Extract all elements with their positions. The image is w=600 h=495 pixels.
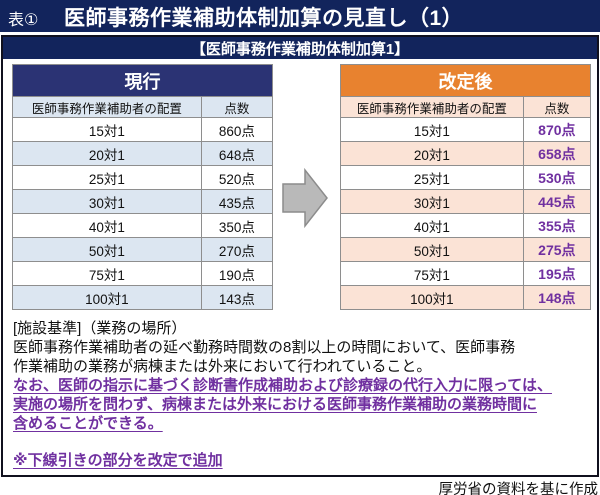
revision-footnote: ※下線引きの部分を改定で追加 <box>13 452 223 469</box>
ratio-cell: 30対1 <box>12 189 202 214</box>
criteria-body-line: 作業補助の業務が病棟または外来において行われていること。 <box>13 358 432 375</box>
ratio-cell: 30対1 <box>340 189 524 214</box>
ratio-cell: 75対1 <box>12 261 202 286</box>
table-row: 50対1 275点 <box>340 237 592 262</box>
points-cell: 860点 <box>200 117 274 142</box>
points-cell: 355点 <box>522 213 592 238</box>
current-table: 現行 医師事務作業補助者の配置 点数 15対1 860点 20対1 648点 25対… <box>12 64 274 310</box>
points-cell: 530点 <box>522 165 592 190</box>
points-cell: 870点 <box>522 117 592 142</box>
revised-table-title: 改定後 <box>340 64 591 97</box>
table-header-row: 現行 <box>12 64 273 97</box>
table-row: 25対1 520点 <box>12 165 274 190</box>
points-cell: 270点 <box>200 237 274 262</box>
table-row: 30対1 445点 <box>340 189 592 214</box>
table-row: 40対1 355点 <box>340 213 592 238</box>
ratio-cell: 40対1 <box>340 213 524 238</box>
table-row: 20対1 658点 <box>340 141 592 166</box>
added-provision-line: なお、医師の指示に基づく診断書作成補助および診療録の代行入力に限っては、 <box>13 377 552 394</box>
ratio-cell: 75対1 <box>340 261 524 286</box>
current-table-title: 現行 <box>12 64 273 97</box>
points-column-header: 点数 <box>200 96 274 118</box>
table-row: 75対1 190点 <box>12 261 274 286</box>
points-cell: 148点 <box>522 285 592 310</box>
table-row: 20対1 648点 <box>12 141 274 166</box>
column-header-row: 医師事務作業補助者の配置 点数 <box>12 96 274 118</box>
table-row: 100対1 143点 <box>12 285 274 310</box>
ratio-cell: 20対1 <box>340 141 524 166</box>
added-provision-line: 含めることができる。 <box>13 415 163 432</box>
right-arrow-icon <box>281 166 329 230</box>
ratio-cell: 50対1 <box>340 237 524 262</box>
ratio-cell: 40対1 <box>12 213 202 238</box>
points-cell: 143点 <box>200 285 274 310</box>
added-provision-line: 実施の場所を問わず、病棟または外来における医師事務作業補助の業務時間に <box>13 396 537 413</box>
points-cell: 445点 <box>522 189 592 214</box>
ratio-cell: 15対1 <box>12 117 202 142</box>
table-row: 100対1 148点 <box>340 285 592 310</box>
ratio-cell: 20対1 <box>12 141 202 166</box>
table-row: 25対1 530点 <box>340 165 592 190</box>
column-header-row: 医師事務作業補助者の配置 点数 <box>340 96 592 118</box>
table-row: 75対1 195点 <box>340 261 592 286</box>
table-row: 50対1 270点 <box>12 237 274 262</box>
criteria-heading: [施設基準]（業務の場所） <box>13 320 187 337</box>
ratio-cell: 50対1 <box>12 237 202 262</box>
criteria-notes: [施設基準]（業務の場所） 医師事務作業補助者の延べ勤務時間数の8割以上の時間に… <box>13 319 588 433</box>
criteria-body-line: 医師事務作業補助者の延べ勤務時間数の8割以上の時間において、医師事務 <box>13 339 516 356</box>
source-credit: 厚労省の資料を基に作成 <box>438 482 599 495</box>
points-cell: 658点 <box>522 141 592 166</box>
points-cell: 195点 <box>522 261 592 286</box>
points-cell: 520点 <box>200 165 274 190</box>
points-cell: 350点 <box>200 213 274 238</box>
content-box: 【医師事務作業補助体制加算1】 現行 医師事務作業補助者の配置 点数 15対1 8… <box>1 35 599 477</box>
table-row: 40対1 350点 <box>12 213 274 238</box>
ratio-cell: 100対1 <box>340 285 524 310</box>
ratio-cell: 15対1 <box>340 117 524 142</box>
table-row: 15対1 870点 <box>340 117 592 142</box>
ratio-cell: 25対1 <box>12 165 202 190</box>
revised-table: 改定後 医師事務作業補助者の配置 点数 15対1 870点 20対1 658点 25… <box>340 64 592 310</box>
page-title: 医師事務作業補助体制加算の見直し（1） <box>58 2 470 37</box>
points-cell: 648点 <box>200 141 274 166</box>
title-band: 表① 医師事務作業補助体制加算の見直し（1） <box>0 0 600 37</box>
ratio-column-header: 医師事務作業補助者の配置 <box>340 96 524 118</box>
table-header-row: 改定後 <box>340 64 591 97</box>
points-column-header: 点数 <box>522 96 592 118</box>
section-subtitle: 【医師事務作業補助体制加算1】 <box>3 37 597 59</box>
table-row: 15対1 860点 <box>12 117 274 142</box>
points-cell: 190点 <box>200 261 274 286</box>
doc-tag: 表① <box>8 12 39 29</box>
ratio-column-header: 医師事務作業補助者の配置 <box>12 96 202 118</box>
table-row: 30対1 435点 <box>12 189 274 214</box>
ratio-cell: 100対1 <box>12 285 202 310</box>
points-cell: 275点 <box>522 237 592 262</box>
points-cell: 435点 <box>200 189 274 214</box>
ratio-cell: 25対1 <box>340 165 524 190</box>
